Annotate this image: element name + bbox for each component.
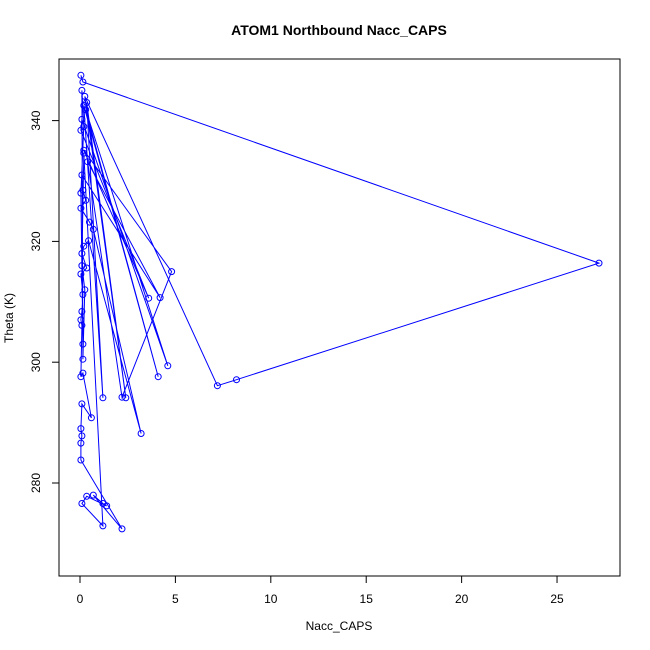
data-point	[78, 171, 86, 179]
data-point	[84, 158, 92, 166]
data-point	[86, 218, 93, 226]
data-point	[154, 373, 162, 381]
data-point	[77, 439, 85, 447]
plot-frame	[58, 58, 621, 577]
data-point	[99, 500, 107, 507]
data-point	[79, 78, 87, 86]
y-axis: 280 300 320 340	[29, 110, 60, 493]
y-tick-label: 280	[29, 473, 43, 493]
data-point	[80, 242, 88, 250]
x-tick-label: 20	[455, 592, 469, 606]
y-tick-label: 300	[29, 352, 43, 372]
data-point	[78, 308, 86, 315]
data-point	[78, 262, 86, 270]
data-series	[77, 71, 603, 533]
data-point	[77, 204, 85, 212]
data-point	[77, 189, 85, 197]
data-point	[164, 362, 172, 370]
data-point	[103, 502, 111, 510]
data-point	[77, 425, 85, 433]
data-point	[78, 400, 86, 408]
data-point	[79, 369, 87, 377]
data-point	[78, 432, 86, 440]
data-point	[89, 225, 97, 233]
x-tick-label: 10	[264, 592, 278, 606]
data-point	[85, 237, 93, 245]
x-axis-label: Nacc_CAPS	[306, 619, 373, 633]
x-tick-label: 25	[550, 592, 564, 606]
data-point	[99, 522, 107, 530]
data-point	[81, 286, 89, 294]
data-point	[79, 355, 87, 363]
data-point	[78, 115, 86, 123]
data-point	[137, 430, 145, 437]
data-point	[79, 291, 87, 298]
y-axis-label: Theta (K)	[2, 293, 16, 343]
data-point	[78, 321, 86, 329]
data-point	[213, 382, 221, 390]
x-tick-label: 0	[77, 592, 84, 606]
data-point	[118, 525, 126, 533]
data-point	[77, 71, 85, 79]
data-point	[80, 146, 88, 154]
data-point	[77, 373, 85, 381]
y-tick-label: 340	[29, 110, 43, 130]
data-point	[82, 196, 90, 204]
data-point	[82, 106, 90, 114]
data-point	[87, 414, 95, 422]
data-point	[595, 259, 603, 267]
data-point	[145, 294, 153, 302]
data-point	[78, 86, 86, 94]
data-point	[233, 376, 240, 384]
data-point	[80, 102, 88, 109]
data-point	[122, 394, 130, 402]
x-tick-label: 5	[172, 592, 179, 606]
data-point	[79, 340, 87, 348]
data-point	[89, 491, 97, 499]
x-axis: 0 5 10 15 20 25	[77, 575, 564, 606]
data-point	[156, 294, 164, 302]
chart-title: ATOM1 Northbound Nacc_CAPS	[231, 22, 447, 38]
data-point	[168, 268, 176, 276]
y-tick-label: 320	[29, 231, 43, 251]
data-point	[77, 456, 85, 464]
x-tick-label: 15	[360, 592, 374, 606]
series-line	[80, 75, 601, 530]
data-point	[80, 149, 88, 157]
data-point	[99, 394, 107, 402]
data-point	[118, 393, 126, 401]
data-point	[81, 92, 89, 100]
data-point	[78, 500, 86, 507]
data-point	[77, 270, 85, 278]
data-point	[83, 492, 91, 500]
data-point	[78, 250, 86, 257]
data-point	[80, 123, 88, 131]
